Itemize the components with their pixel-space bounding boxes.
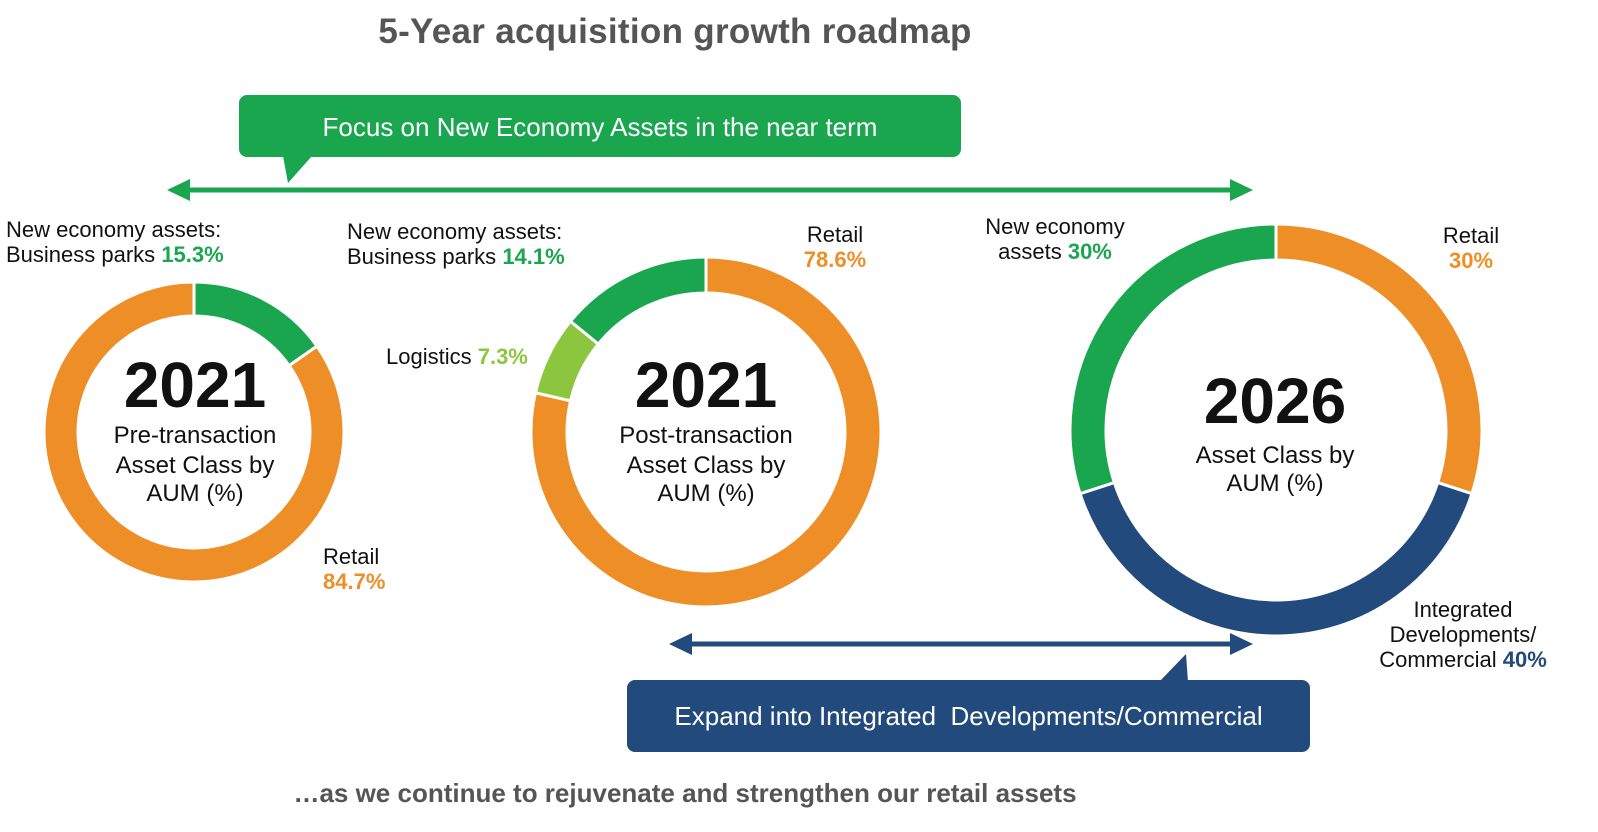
slice-label-business-parks-pre: New economy assets: Business parks 15.3% bbox=[6, 217, 224, 267]
slice-label-integrated-2026: Integrated Developments/ Commercial 40% bbox=[1368, 597, 1558, 672]
subtitle-line: Asset Class by bbox=[115, 452, 275, 479]
label-line: Logistics bbox=[386, 344, 472, 369]
subtitle-line: AUM (%) bbox=[1226, 470, 1324, 497]
slice-value: 15.3% bbox=[161, 242, 224, 267]
donut-slice-new-economy-assets bbox=[1068, 222, 1278, 496]
label-line: New economy assets: bbox=[347, 219, 563, 244]
label-line: New economy bbox=[985, 214, 1125, 239]
donut-chart-2021-pre bbox=[42, 280, 346, 584]
slice-value: 40% bbox=[1502, 647, 1547, 672]
slice-value: 30% bbox=[1448, 248, 1494, 273]
donut-slice-retail bbox=[529, 255, 883, 609]
subtitle-line: Asset Class by bbox=[1195, 442, 1355, 469]
slice-value: 7.3% bbox=[477, 344, 528, 369]
donut-chart-2026 bbox=[1068, 222, 1484, 638]
slice-value: 14.1% bbox=[502, 244, 565, 269]
top-double-arrow bbox=[167, 179, 1253, 201]
donut-center-2026: 2026 Asset Class by AUM (%) bbox=[1160, 366, 1390, 499]
top-callout bbox=[239, 95, 961, 183]
year-label: 2021 bbox=[123, 349, 267, 421]
slice-value: 84.7% bbox=[323, 569, 386, 594]
year-label: 2021 bbox=[634, 349, 778, 421]
label-line: Retail bbox=[806, 222, 864, 247]
bottom-double-arrow bbox=[669, 633, 1253, 655]
label-line: Integrated bbox=[1413, 597, 1513, 622]
subtitle-line: Pre-transaction bbox=[113, 422, 277, 449]
slice-label-logistics-post: Logistics 7.3% bbox=[386, 344, 528, 369]
label-line: Business parks bbox=[6, 242, 156, 267]
label-line: New economy assets: bbox=[6, 217, 222, 242]
donut-center-2021-post: 2021 Post-transaction Asset Class by AUM… bbox=[596, 350, 816, 509]
slice-label-retail-post: Retail 78.6% bbox=[790, 222, 880, 272]
subtitle-line: AUM (%) bbox=[657, 480, 755, 507]
slice-label-retail-pre: Retail 84.7% bbox=[323, 544, 385, 594]
subtitle-line: Asset Class by bbox=[626, 452, 786, 479]
label-line: Commercial bbox=[1379, 647, 1497, 672]
donut-chart-2021-post bbox=[529, 255, 883, 609]
slice-label-retail-2026: Retail 30% bbox=[1426, 223, 1516, 273]
subtitle-line: AUM (%) bbox=[146, 480, 244, 507]
label-line: Developments/ bbox=[1389, 622, 1537, 647]
bottom-callout-text: Expand into Integrated Developments/Comm… bbox=[674, 701, 1263, 731]
donut-slice-new-economy-assets-business-parks bbox=[568, 255, 708, 347]
donut-center-2021-pre: 2021 Pre-transaction Asset Class by AUM … bbox=[90, 350, 300, 509]
slice-value: 78.6% bbox=[803, 247, 867, 272]
top-callout-text: Focus on New Economy Assets in the near … bbox=[322, 112, 878, 142]
label-line: Retail bbox=[323, 544, 380, 569]
year-label: 2026 bbox=[1203, 365, 1347, 437]
bottom-callout bbox=[627, 654, 1310, 752]
subtitle-line: Post-transaction bbox=[619, 422, 793, 449]
label-line: Retail bbox=[1442, 223, 1500, 248]
slice-value: 30% bbox=[1067, 239, 1112, 264]
slice-label-business-parks-post: New economy assets: Business parks 14.1% bbox=[347, 219, 565, 269]
page-title: 5-Year acquisition growth roadmap bbox=[378, 12, 972, 51]
footer-tagline: …as we continue to rejuvenate and streng… bbox=[293, 778, 1077, 808]
label-line: assets bbox=[998, 239, 1062, 264]
donut-slice-retail bbox=[42, 280, 346, 584]
slice-label-new-economy-2026: New economy assets 30% bbox=[975, 214, 1135, 264]
label-line: Business parks bbox=[347, 244, 497, 269]
